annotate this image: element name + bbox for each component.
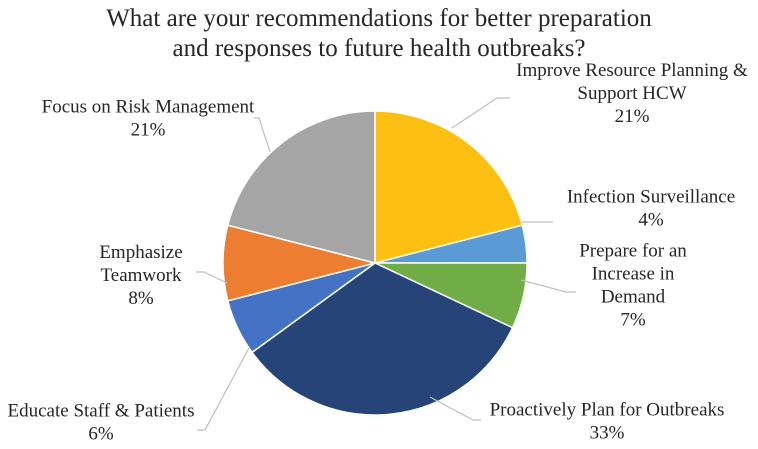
slice-label-improve-resource-planning-support-hcw: Improve Resource Planning & xyxy=(516,60,748,81)
slice-label-emphasize-teamwork: Teamwork xyxy=(101,265,182,286)
leader-line-emphasize-teamwork xyxy=(196,271,228,284)
slice-value-proactively-plan-for-outbreaks: 33% xyxy=(590,423,625,444)
pie-slice-proactively-plan-for-outbreaks xyxy=(250,262,514,416)
chart-title-line-2: and responses to future health outbreaks… xyxy=(172,35,586,62)
pie-slice-improve-resource-planning-support-hcw xyxy=(374,110,524,264)
slice-label-prepare-for-an-increase-in-demand: Increase in xyxy=(592,264,675,285)
leader-line-prepare-for-an-increase-in-demand xyxy=(520,279,576,293)
slice-label-infection-surveillance: Infection Surveillance xyxy=(567,187,735,208)
slice-value-educate-staff-patients: 6% xyxy=(88,424,114,445)
slice-label-prepare-for-an-increase-in-demand: Prepare for an xyxy=(579,241,687,262)
slice-label-emphasize-teamwork: Emphasize xyxy=(99,242,182,263)
chart-title-line-1: What are your recommendations for better… xyxy=(106,5,652,32)
leader-line-improve-resource-planning-support-hcw xyxy=(451,97,510,129)
pie-slice-focus-on-risk-management xyxy=(226,110,376,264)
slice-value-prepare-for-an-increase-in-demand: 7% xyxy=(620,310,646,331)
leader-line-proactively-plan-for-outbreaks xyxy=(429,396,481,421)
slice-label-proactively-plan-for-outbreaks: Proactively Plan for Outbreaks xyxy=(490,400,725,421)
leader-line-focus-on-risk-management xyxy=(254,117,271,153)
slice-label-improve-resource-planning-support-hcw: Support HCW xyxy=(577,83,686,104)
slice-value-focus-on-risk-management: 21% xyxy=(131,120,166,141)
slice-label-prepare-for-an-increase-in-demand: Demand xyxy=(601,287,666,308)
slice-value-emphasize-teamwork: 8% xyxy=(128,288,154,309)
slice-value-improve-resource-planning-support-hcw: 21% xyxy=(615,106,650,127)
slice-value-infection-surveillance: 4% xyxy=(638,210,664,231)
leader-line-educate-staff-patients xyxy=(197,347,250,431)
slice-label-focus-on-risk-management: Focus on Risk Management xyxy=(42,97,255,118)
slice-label-educate-staff-patients: Educate Staff & Patients xyxy=(8,401,195,422)
